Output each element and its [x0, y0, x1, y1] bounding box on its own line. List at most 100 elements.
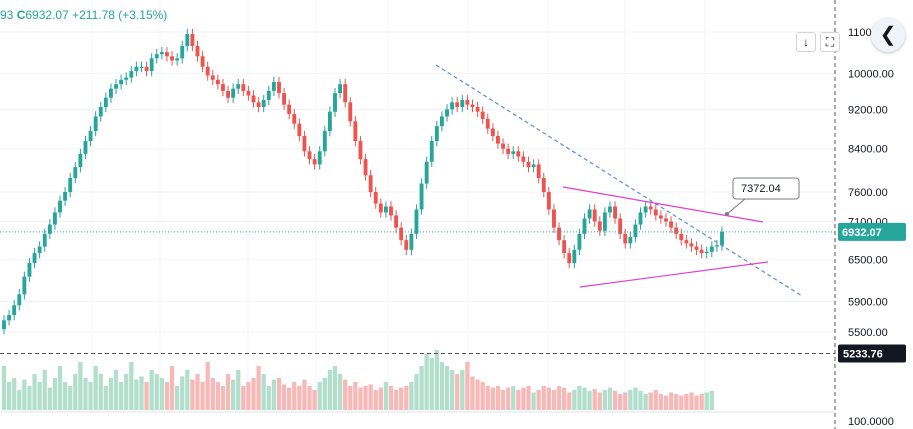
volume-bar	[383, 382, 389, 410]
volume-bar	[302, 379, 307, 410]
candle-body	[159, 52, 164, 55]
volume-bar	[32, 374, 37, 410]
volume-bar	[460, 370, 465, 410]
candle-body	[613, 206, 617, 219]
candle-body	[633, 224, 638, 237]
candle-body	[572, 249, 577, 264]
last-price-badge	[838, 222, 906, 241]
candle-body	[597, 221, 602, 231]
candle-body	[256, 102, 261, 107]
candle-body	[511, 151, 516, 154]
volume-bar	[684, 394, 689, 410]
volume-bar	[353, 382, 358, 410]
chevron-left-icon[interactable]: ❮	[871, 18, 905, 52]
candle-body	[271, 81, 276, 91]
volume-bar	[551, 390, 557, 410]
candle-body	[195, 45, 200, 57]
volume-bar	[98, 374, 103, 410]
volume-bar	[531, 392, 536, 410]
ohlc-legend: 93 C6932.07 +211.78 (+3.15%)	[0, 8, 167, 22]
volume-bar	[480, 382, 485, 410]
volume-bar	[144, 382, 149, 410]
expand-icon[interactable]: ⛶	[820, 32, 840, 52]
volume-bar	[582, 387, 587, 410]
volume-bar	[592, 389, 597, 410]
candle-body	[460, 100, 465, 107]
candle-body	[317, 151, 322, 165]
volume-bar	[78, 362, 83, 410]
candle-body	[496, 136, 500, 144]
volume-bar	[149, 370, 154, 410]
candle-body	[119, 79, 124, 85]
volume-bar	[292, 382, 297, 410]
volume-bar	[699, 394, 704, 410]
candle-body	[714, 245, 719, 247]
volume-bar	[312, 390, 317, 410]
candle-body	[490, 128, 495, 137]
candle-body	[424, 161, 429, 184]
arrow-down-icon[interactable]: ↓	[796, 32, 816, 52]
volume-bar	[83, 378, 88, 410]
candle-body	[287, 104, 292, 115]
price-axis-tick: 9200.00	[848, 104, 888, 116]
volume-bar	[225, 374, 231, 410]
candle-body	[684, 240, 689, 244]
volume-bar	[103, 386, 108, 410]
legend-close-label: C	[16, 8, 26, 22]
candle-body	[465, 100, 470, 105]
candle-body	[98, 106, 103, 117]
candle-body	[266, 90, 271, 101]
volume-bar	[679, 395, 684, 410]
candle-body	[261, 100, 266, 107]
volume-bar	[505, 387, 511, 410]
price-axis-tick: 6500.00	[848, 255, 888, 267]
candle-body	[205, 66, 210, 76]
volume-bar	[449, 370, 455, 410]
candle-body	[282, 93, 287, 105]
candle-body	[190, 33, 195, 46]
volume-bar	[205, 362, 210, 410]
candle-body	[658, 215, 663, 219]
candle-body	[567, 253, 572, 264]
candle-body	[450, 102, 455, 110]
volume-bar	[42, 370, 47, 410]
candle-body	[358, 141, 363, 160]
volume-bar	[424, 354, 429, 410]
candle-body	[170, 56, 174, 61]
candle-body	[63, 192, 68, 201]
candle-body	[103, 97, 108, 107]
volume-bar	[52, 378, 58, 410]
candle-body	[363, 159, 368, 176]
price-axis-tick: 5500.00	[848, 327, 888, 339]
volume-bar	[694, 395, 699, 410]
volume-bar	[327, 370, 333, 410]
descending-trendline	[435, 64, 803, 297]
candle-body	[653, 209, 658, 216]
volume-bar	[618, 394, 623, 410]
volume-bar	[663, 395, 669, 410]
candle-body	[165, 52, 169, 57]
candle-body	[592, 209, 597, 222]
candle-body	[541, 178, 546, 193]
candle-body	[720, 231, 724, 246]
candle-body	[17, 294, 22, 306]
candle-body	[694, 246, 699, 250]
candle-body	[7, 315, 12, 321]
volume-bar	[113, 370, 119, 410]
volume-bar	[556, 386, 562, 410]
candle-body	[312, 159, 317, 165]
volume-bar	[536, 390, 541, 410]
candle-body	[445, 109, 449, 117]
candle-body	[383, 206, 388, 213]
candle-body	[93, 116, 98, 132]
volume-bar	[607, 387, 613, 410]
volume-bar	[648, 392, 653, 410]
volume-bar	[139, 376, 144, 410]
volume-bar	[134, 379, 139, 410]
volume-bar	[439, 362, 445, 410]
volume-bar	[419, 366, 424, 410]
volume-bar	[317, 382, 322, 410]
candle-body	[114, 84, 118, 89]
volume-bar	[689, 392, 694, 410]
